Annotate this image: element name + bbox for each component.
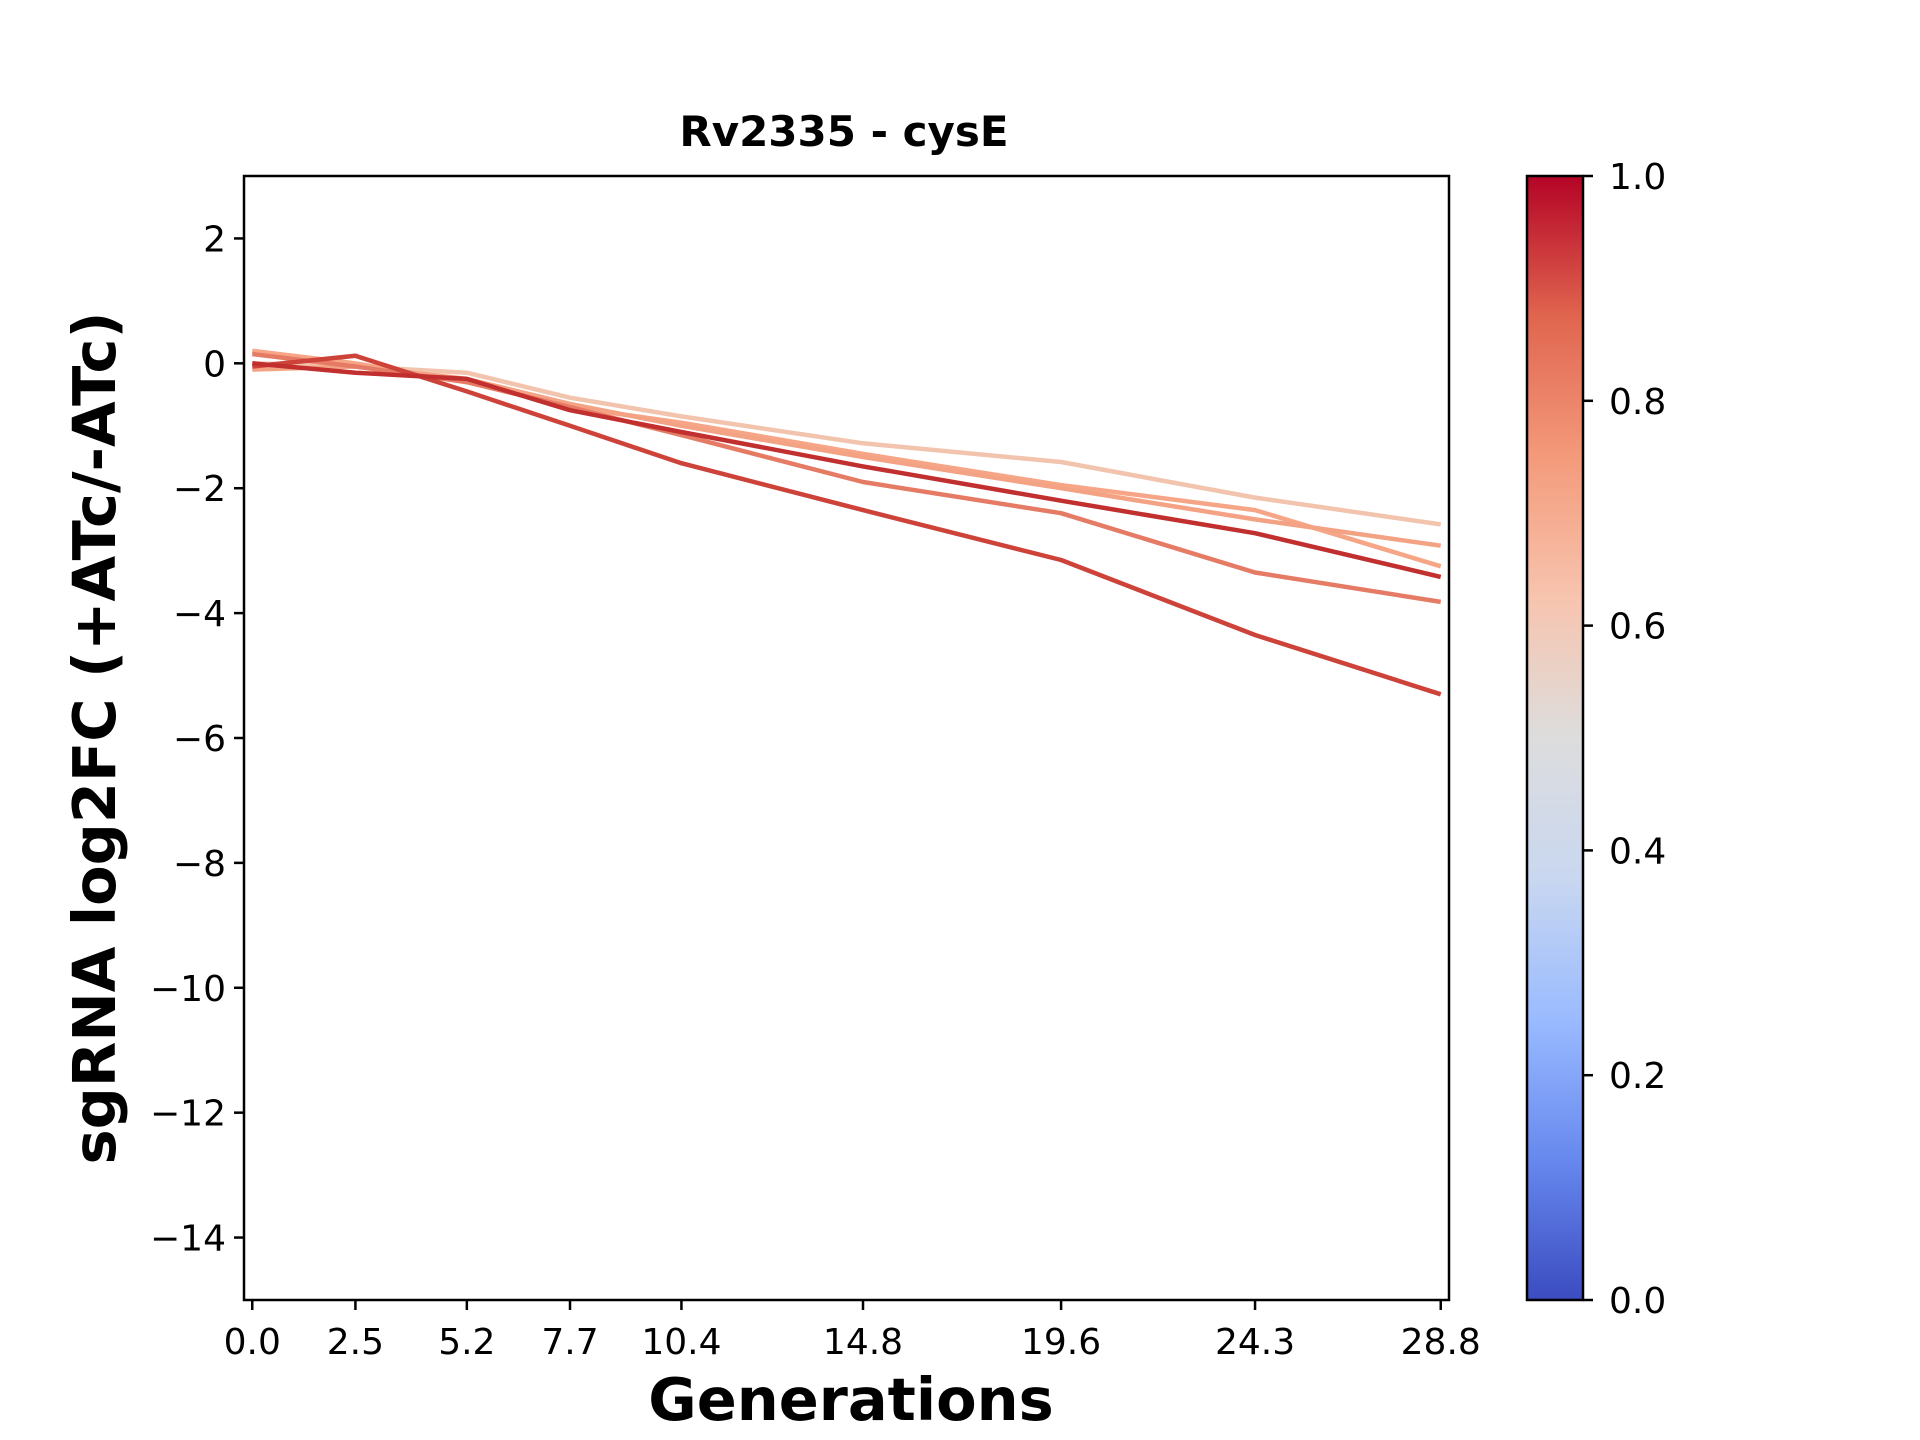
colorbar-tick-label: 0.4 <box>1609 831 1666 872</box>
plot-area-frame <box>242 174 1451 1302</box>
y-tick-label: −10 <box>150 969 226 1010</box>
colorbar-tick-label: 0.0 <box>1609 1281 1666 1322</box>
series-line-4 <box>252 351 1442 605</box>
series-line-1 <box>252 361 1442 527</box>
y-axis-label: sgRNA log2FC (+ATc/-ATc) <box>60 312 129 1165</box>
y-tick-label: −2 <box>173 469 226 510</box>
y-tick-label: −4 <box>173 594 226 635</box>
colorbar-tick-label: 0.2 <box>1609 1056 1666 1097</box>
colorbar-tick-label: 1.0 <box>1609 157 1666 198</box>
y-tick-label: −6 <box>173 719 226 760</box>
chart-title: Rv2335 - cysE <box>679 107 1008 156</box>
y-tick-label: −8 <box>173 844 226 885</box>
x-tick-label: 19.6 <box>1021 1322 1101 1363</box>
y-tick-label: 0 <box>203 344 226 385</box>
x-tick-label: 24.3 <box>1215 1322 1295 1363</box>
series-layer <box>252 348 1442 697</box>
colorbar-tick-label: 0.6 <box>1609 607 1666 648</box>
colorbar-tick-label: 0.8 <box>1609 382 1666 423</box>
series-line-5 <box>252 353 1442 697</box>
x-tick-label: 10.4 <box>641 1322 721 1363</box>
x-axis-label: Generations <box>648 1365 1053 1434</box>
colorbar-axis: 0.0 0.2 0.4 0.6 0.8 1.0 <box>1583 157 1666 1322</box>
y-tick-label: −12 <box>150 1094 226 1135</box>
y-axis: 2 0 −2 −4 −6 −8 −10 −12 −14 <box>150 219 244 1260</box>
x-tick-label: 14.8 <box>823 1322 903 1363</box>
x-tick-label: 5.2 <box>438 1322 495 1363</box>
y-tick-label: 2 <box>203 219 226 260</box>
series-line-6 <box>252 361 1442 580</box>
colorbar <box>1525 174 1585 1302</box>
x-tick-label: 7.7 <box>541 1322 598 1363</box>
y-tick-label: −14 <box>150 1219 226 1260</box>
x-tick-label: 2.5 <box>327 1322 384 1363</box>
x-tick-label: 28.8 <box>1401 1322 1481 1363</box>
x-tick-label: 0.0 <box>224 1322 281 1363</box>
series-line-3 <box>252 364 1442 548</box>
x-axis: 0.0 2.5 5.2 7.7 10.4 14.8 19.6 24.3 28.8 <box>224 1300 1481 1363</box>
